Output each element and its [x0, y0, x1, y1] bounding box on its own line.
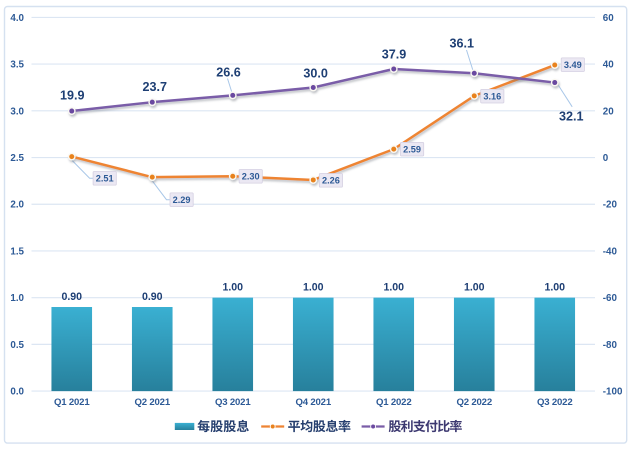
svg-text:2.26: 2.26: [322, 176, 340, 186]
svg-text:1.00: 1.00: [383, 282, 404, 294]
svg-text:1.0: 1.0: [10, 293, 24, 304]
svg-text:20: 20: [603, 106, 614, 117]
svg-text:0.0: 0.0: [10, 387, 24, 398]
svg-text:Q2 2022: Q2 2022: [457, 397, 492, 408]
svg-text:30.0: 30.0: [303, 66, 328, 80]
svg-text:-60: -60: [603, 293, 618, 304]
svg-text:4.0: 4.0: [10, 13, 24, 24]
svg-text:2.0: 2.0: [10, 200, 24, 211]
svg-text:60: 60: [603, 13, 614, 24]
svg-text:1.5: 1.5: [10, 246, 24, 257]
svg-text:26.6: 26.6: [216, 65, 241, 79]
svg-text:Q2 2021: Q2 2021: [135, 397, 171, 408]
svg-text:-100: -100: [603, 387, 623, 398]
svg-text:Q1 2021: Q1 2021: [54, 397, 90, 408]
svg-text:1.00: 1.00: [544, 282, 565, 294]
svg-text:Q1 2022: Q1 2022: [376, 397, 411, 408]
svg-text:3.0: 3.0: [10, 106, 24, 117]
svg-text:Q3 2022: Q3 2022: [537, 397, 572, 408]
svg-text:Q3 2021: Q3 2021: [215, 397, 251, 408]
svg-text:2.59: 2.59: [403, 145, 421, 155]
svg-text:3.16: 3.16: [483, 92, 501, 102]
svg-text:1.00: 1.00: [303, 282, 324, 294]
svg-text:36.1: 36.1: [450, 37, 475, 51]
svg-text:Q4 2021: Q4 2021: [296, 397, 332, 408]
svg-text:40: 40: [603, 60, 614, 71]
svg-text:-40: -40: [603, 246, 618, 257]
svg-text:2.30: 2.30: [242, 172, 260, 182]
svg-text:1.00: 1.00: [222, 282, 243, 294]
svg-text:37.9: 37.9: [382, 48, 407, 62]
svg-text:2.5: 2.5: [10, 153, 24, 164]
svg-text:32.1: 32.1: [559, 109, 584, 123]
svg-text:23.7: 23.7: [142, 80, 167, 94]
svg-text:0.90: 0.90: [142, 291, 163, 303]
svg-text:0: 0: [603, 153, 609, 164]
svg-text:1.00: 1.00: [464, 282, 485, 294]
svg-text:-80: -80: [603, 340, 618, 351]
svg-text:3.49: 3.49: [564, 60, 582, 70]
svg-text:-20: -20: [603, 200, 618, 211]
svg-text:0.5: 0.5: [10, 340, 24, 351]
svg-text:3.5: 3.5: [10, 60, 24, 71]
svg-text:0.90: 0.90: [61, 291, 82, 303]
svg-text:2.29: 2.29: [173, 195, 191, 205]
svg-text:19.9: 19.9: [60, 88, 85, 102]
svg-text:2.51: 2.51: [96, 174, 114, 184]
